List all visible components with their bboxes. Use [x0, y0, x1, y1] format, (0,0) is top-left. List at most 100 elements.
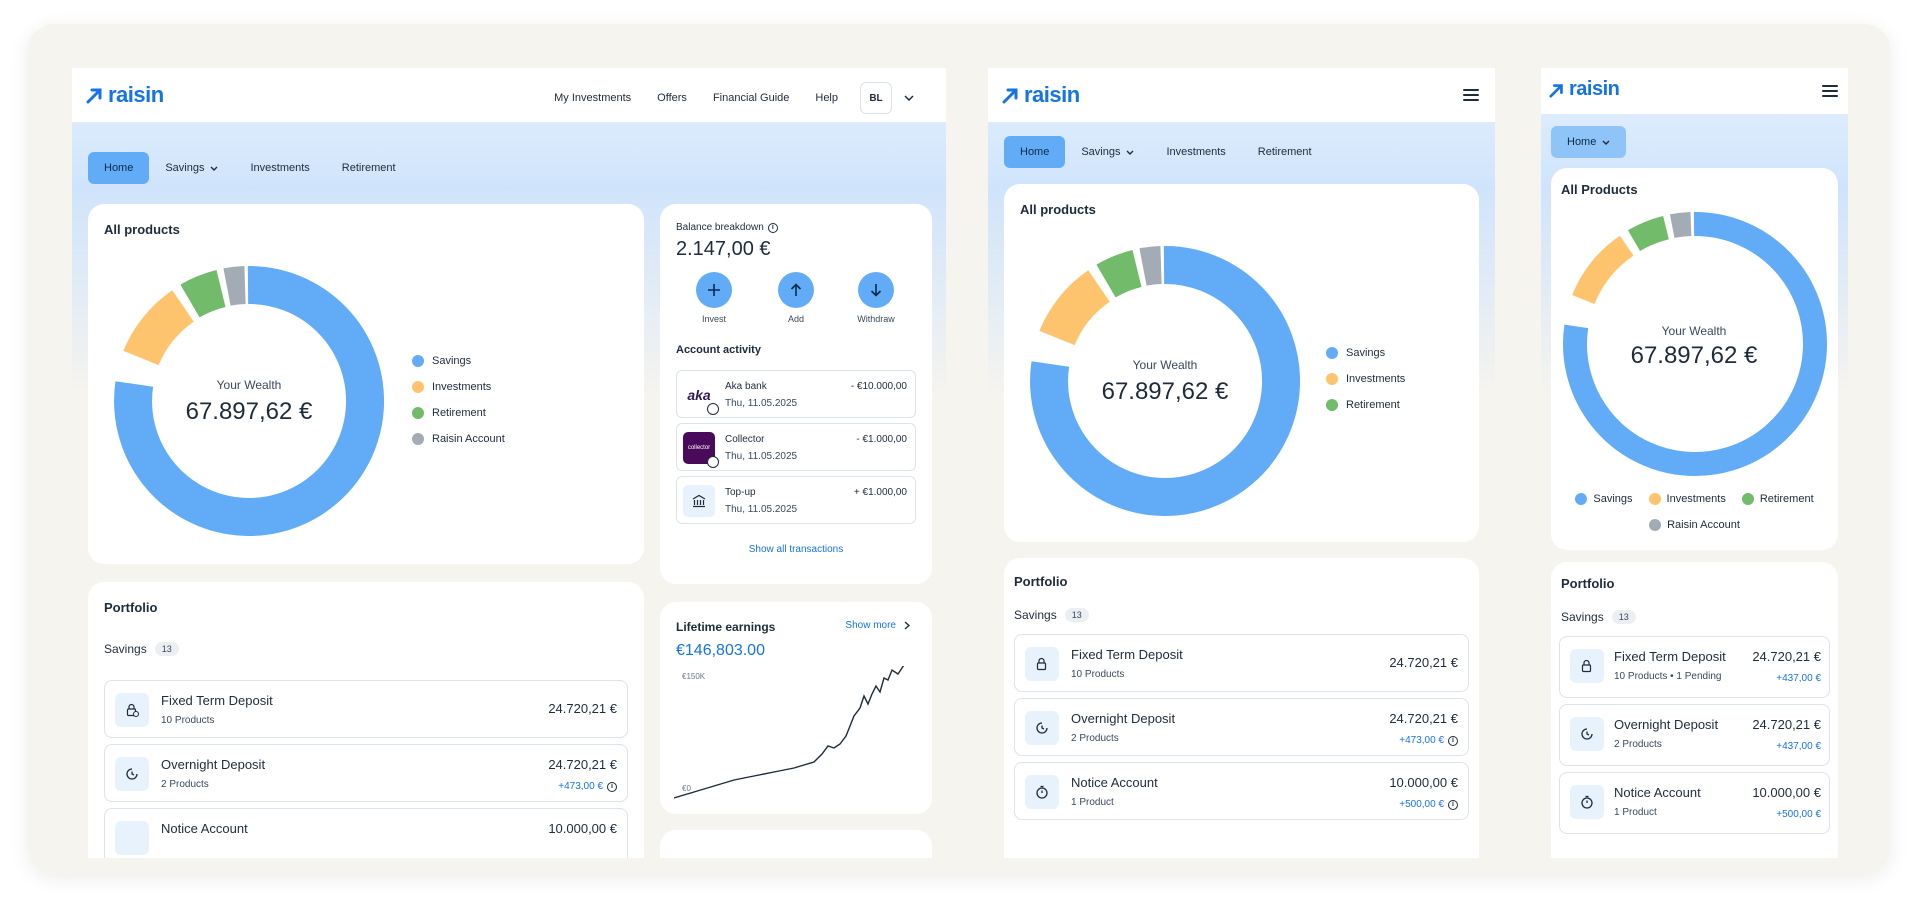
product-row-overnight[interactable]: Overnight Deposit 2 Products 24.720,21 €… — [1559, 704, 1830, 766]
withdraw-button[interactable]: Withdraw — [846, 272, 906, 324]
product-row-notice[interactable]: Notice Account 1 Product 10.000,00 € +50… — [1014, 762, 1469, 820]
legend-dot — [1326, 399, 1338, 411]
card-title: All Products — [1561, 182, 1638, 197]
legend-item-raisin-account: Raisin Account — [412, 426, 505, 452]
product-gain: +500,00 € — [1776, 809, 1821, 820]
tab-home[interactable]: Home — [1004, 136, 1066, 168]
legend-item-savings: Savings — [412, 348, 505, 374]
bank-icon — [683, 485, 715, 517]
balance-label-text: Balance breakdown — [676, 222, 764, 233]
nav-my-investments[interactable]: My Investments — [554, 92, 632, 104]
legend-item-savings: Savings — [1575, 486, 1633, 512]
portfolio-card: Portfolio Savings 13 Fixed Term Deposit 1… — [1004, 558, 1479, 858]
wealth-label: Your Wealth — [1132, 358, 1198, 372]
product-row-fixed-term[interactable]: Fixed Term Deposit 10 Products 24.720,21… — [104, 680, 628, 738]
info-icon[interactable]: i — [1448, 799, 1458, 810]
product-sub: 10 Products — [161, 715, 215, 726]
avatar[interactable]: BL — [860, 82, 892, 114]
section-label: Savings — [104, 642, 147, 656]
product-sub: 1 Product — [1071, 797, 1114, 808]
raisin-logo[interactable]: raisin — [86, 82, 164, 108]
mobile-nav: Home — [1551, 126, 1627, 158]
tab-investments[interactable]: Investments — [234, 152, 325, 184]
tab-savings[interactable]: Savings — [1065, 136, 1150, 168]
wealth-label: Your Wealth — [1661, 324, 1727, 338]
home-select[interactable]: Home — [1551, 126, 1627, 158]
donut-segment-savings — [1563, 211, 1827, 476]
tab-home[interactable]: Home — [88, 152, 150, 184]
info-icon[interactable]: i — [767, 222, 778, 233]
portfolio-card: Portfolio Savings 13 Fixed Term Deposit 1… — [88, 582, 644, 858]
donut-segment-investments — [1572, 235, 1634, 305]
legend-dot — [1575, 493, 1588, 505]
product-gain: +473,00 € i — [558, 781, 617, 792]
product-gain: +437,00 € — [1776, 741, 1821, 752]
activity-amount: + €1.000,00 — [853, 487, 907, 498]
top-nav: My Investments Offers Financial Guide He… — [528, 82, 916, 114]
product-row-fixed-term[interactable]: Fixed Term Deposit 10 Products 24.720,21… — [1014, 634, 1469, 692]
legend-label: Retirement — [1759, 493, 1814, 505]
earnings-line — [674, 666, 905, 799]
legend-item-investments: Investments — [1648, 486, 1726, 512]
menu-icon[interactable] — [1822, 85, 1838, 97]
product-name: Notice Account — [1071, 775, 1158, 790]
product-row-notice[interactable]: Notice Account 10.000,00 € — [104, 808, 628, 858]
wealth-donut-chart — [1563, 211, 1827, 476]
product-sub: 2 Products — [1614, 739, 1662, 750]
chevron-down-icon[interactable] — [902, 91, 916, 105]
card-title: All products — [104, 222, 180, 237]
y-axis-top-label: €150K — [682, 672, 706, 681]
activity-date: Thu, 11.05.2025 — [725, 451, 798, 462]
chevron-down-icon — [210, 166, 218, 171]
tab-investments[interactable]: Investments — [1150, 136, 1241, 168]
product-gain-value: +473,00 € — [1399, 735, 1444, 746]
wealth-value: 67.897,62 € — [185, 398, 313, 425]
wealth-value: 67.897,62 € — [1630, 342, 1758, 369]
product-row-fixed-term[interactable]: Fixed Term Deposit 10 Products • 1 Pendi… — [1559, 636, 1830, 698]
info-icon[interactable]: i — [1448, 735, 1458, 746]
show-all-transactions-link[interactable]: Show all transactions — [748, 544, 844, 555]
add-label: Add — [787, 314, 804, 324]
invest-button[interactable]: Invest — [684, 272, 744, 324]
tab-savings[interactable]: Savings — [149, 152, 234, 184]
product-row-overnight[interactable]: Overnight Deposit 2 Products 24.720,21 €… — [104, 744, 628, 802]
show-more-link[interactable]: Show more — [845, 620, 910, 631]
menu-icon[interactable] — [1463, 89, 1479, 101]
product-name: Fixed Term Deposit — [1614, 649, 1726, 664]
clock-icon — [707, 403, 719, 415]
tab-retirement[interactable]: Retirement — [1242, 136, 1328, 168]
portfolio-card: Portfolio Savings 13 Fixed Term Deposit 1… — [1551, 562, 1838, 858]
donut-legend: Savings Investments Retirement Raisin Ac… — [1551, 486, 1838, 538]
activity-row-aka[interactable]: aka Aka bank Thu, 11.05.2025 - €10.000,0… — [676, 370, 916, 418]
tablet-tabs: Home Savings Investments Retirement — [1004, 136, 1328, 168]
legend-label: Retirement — [1346, 399, 1400, 411]
info-icon[interactable]: i — [607, 781, 617, 792]
wealth-donut-chart — [1030, 246, 1300, 516]
chevron-down-icon — [1602, 140, 1610, 145]
activity-row-topup[interactable]: Top-up Thu, 11.05.2025 + €1.000,00 — [676, 476, 916, 524]
desktop-header: raisin My Investments Offers Financial G… — [72, 68, 946, 122]
card-title: All products — [1020, 202, 1096, 217]
legend-item-investments: Investments — [412, 374, 505, 400]
tab-retirement[interactable]: Retirement — [326, 152, 412, 184]
nav-offers[interactable]: Offers — [657, 92, 687, 104]
y-axis-bottom-label: €0 — [682, 784, 691, 793]
product-name: Overnight Deposit — [1614, 717, 1719, 732]
tablet-screen: raisin Home Savings Investments Retireme… — [988, 68, 1495, 858]
raisin-logo[interactable]: raisin — [1002, 82, 1080, 108]
raisin-logo[interactable]: raisin — [1549, 78, 1620, 101]
plus-icon — [696, 272, 732, 308]
portfolio-title: Portfolio — [1561, 576, 1615, 591]
nav-help[interactable]: Help — [815, 92, 838, 104]
product-row-overnight[interactable]: Overnight Deposit 2 Products 24.720,21 €… — [1014, 698, 1469, 756]
product-gain-value: +437,00 € — [1776, 673, 1821, 684]
legend-label: Investments — [432, 381, 492, 393]
legend-label: Raisin Account — [1667, 519, 1740, 531]
activity-row-collector[interactable]: collector Collector Thu, 11.05.2025 - €1… — [676, 423, 916, 471]
nav-financial-guide[interactable]: Financial Guide — [712, 92, 790, 104]
product-row-notice[interactable]: Notice Account 1 Product 10.000,00 € +50… — [1559, 772, 1830, 834]
savings-section: Savings 13 — [1014, 608, 1089, 622]
add-button[interactable]: Add — [766, 272, 826, 324]
product-sub: 10 Products • 1 Pending — [1614, 671, 1722, 682]
home-select-label: Home — [1567, 136, 1597, 148]
